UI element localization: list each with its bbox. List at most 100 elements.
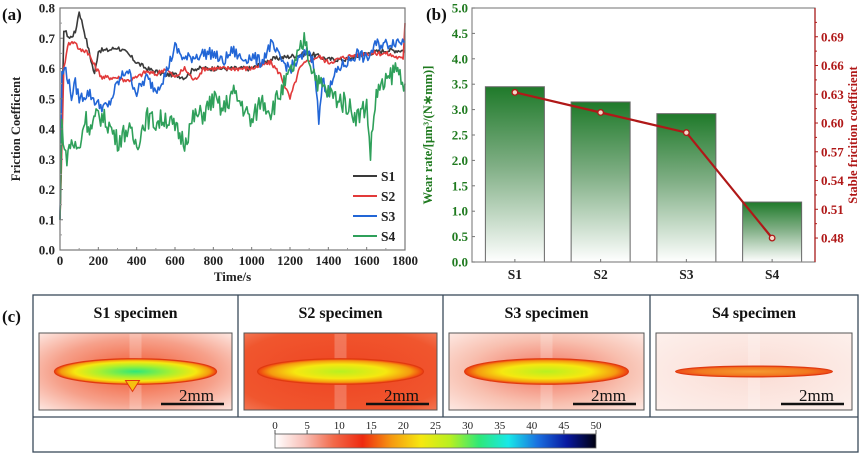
y-axis-label-a: Friction Coefficient: [9, 76, 23, 181]
specimen-cell-4: S4 specimen 2mm: [649, 295, 853, 417]
x-tick-label-b: S4: [765, 267, 780, 282]
y-tick-label-right-b: 0.63: [821, 87, 844, 102]
colorbar: 0 5 10 15 20 25 30 35 40 45 50: [272, 420, 603, 449]
y-tick-label-left-b: 1.0: [452, 204, 468, 219]
x-tick-label-a: 1600: [354, 253, 380, 268]
wear-bar-s4: [742, 201, 803, 263]
legend-a: S1 S2 S3 S4: [353, 169, 396, 244]
y-tick-label-right-b: 0.48: [821, 231, 844, 246]
x-tick-label-a: 0: [57, 253, 64, 268]
y-tick-label-left-b: 1.5: [452, 178, 469, 193]
wear-bar-s1: [484, 86, 545, 263]
specimen-title: S2 specimen: [299, 305, 383, 322]
x-axis-label-a: Time/s: [214, 269, 251, 284]
wear-track: [256, 358, 425, 385]
legend-label-s2: S2: [381, 189, 396, 204]
scale-bar-label: 2mm: [179, 386, 214, 405]
specimen-title: S1 specimen: [94, 305, 178, 322]
specimen-cell-3: S3 specimen 2mm: [442, 295, 645, 417]
y-tick-label-a: 0.8: [39, 1, 56, 16]
panel-label-a: (a): [2, 5, 22, 24]
y-tick-label-left-b: 3.0: [452, 102, 468, 117]
series-line-s3: [59, 38, 406, 220]
panel-b-wear-chart: (b) 0.0 0.5 1.0 1.5 2.0 2.5 3.0 3.5 4.0 4.5 5.0 0.…: [421, 1, 860, 283]
colorbar-gradient: [274, 433, 597, 449]
y-tick-label-right-b: 0.51: [821, 202, 844, 217]
y-tick-label-left-b: 2.0: [452, 153, 468, 168]
friction-point-s2: [597, 109, 605, 116]
y-tick-label-a: 0.2: [39, 182, 55, 197]
x-tick-label-b: S3: [679, 267, 694, 282]
colorbar-tick-label: 30: [462, 420, 474, 432]
y-tick-label-a: 0.5: [39, 91, 56, 106]
scale-bar-label: 2mm: [799, 386, 834, 405]
colorbar-tick-label: 35: [494, 420, 506, 432]
colorbar-tick-label: 15: [366, 420, 378, 432]
series-line-s4: [59, 31, 406, 220]
y-tick-label-left-b: 5.0: [452, 1, 468, 16]
x-tick-label-a: 400: [127, 253, 147, 268]
wear-bar-s2: [570, 101, 631, 263]
colorbar-tick-label: 40: [526, 420, 538, 432]
specimen-cell-1: S1 specimen 2mm: [38, 305, 233, 411]
series-line-s2: [59, 23, 406, 220]
legend-label-s4: S4: [381, 229, 396, 244]
y-tick-label-left-b: 2.5: [452, 128, 469, 143]
friction-line-group: [511, 88, 776, 242]
x-tick-label-a: 1800: [392, 253, 418, 268]
colorbar-tick-label: 45: [558, 420, 570, 432]
colorbar-tick-label: 50: [591, 420, 603, 432]
x-tick-label-a: 1200: [277, 253, 303, 268]
x-tick-label-a: 800: [204, 253, 224, 268]
y-tick-label-a: 0.3: [39, 152, 56, 167]
x-tick-label-a: 1000: [239, 253, 265, 268]
y-tick-label-a: 0.7: [39, 31, 56, 46]
legend-label-s3: S3: [381, 209, 396, 224]
panel-label-b: (b): [426, 5, 447, 24]
scale-bar-label: 2mm: [384, 386, 419, 405]
scale-bar-label: 2mm: [591, 386, 626, 405]
panel-c-frame: [32, 294, 859, 453]
wear-bar-s3: [656, 113, 717, 263]
x-tick-label-b: S2: [593, 267, 608, 282]
specimen-title: S3 specimen: [505, 305, 589, 322]
y-tick-label-a: 0.4: [39, 122, 56, 137]
y-axis-label-right-b: Stable fricition coefficient: [846, 65, 860, 203]
wear-track: [464, 358, 630, 385]
y-tick-label-right-b: 0.54: [821, 173, 844, 188]
y-tick-label-a: 0.1: [39, 212, 55, 227]
y-tick-label-a: 0.6: [39, 61, 56, 76]
colorbar-tick-label: 5: [304, 420, 310, 432]
x-tick-label-b: S1: [508, 267, 523, 282]
y-tick-label-right-b: 0.66: [821, 58, 844, 73]
y-tick-label-right-b: 0.69: [821, 29, 844, 44]
x-tick-label-a: 600: [165, 253, 185, 268]
panel-label-c: (c): [2, 307, 21, 326]
wear-bars-group: [484, 86, 803, 263]
friction-point-s3: [682, 129, 690, 137]
legend-label-s1: S1: [381, 169, 396, 184]
colorbar-tick-label: 10: [334, 420, 346, 432]
y-tick-label-left-b: 4.5: [452, 26, 469, 41]
y-tick-label-left-b: 4.0: [452, 51, 468, 66]
series-line-s1: [59, 11, 406, 220]
y-tick-label-left-b: 0.0: [452, 255, 468, 270]
friction-line: [514, 91, 773, 239]
friction-series-group: [59, 11, 406, 220]
y-tick-label-left-b: 3.5: [452, 77, 469, 92]
colorbar-tick-label: 25: [430, 420, 442, 432]
x-tick-label-a: 200: [89, 253, 109, 268]
wear-track: [674, 365, 833, 378]
y-tick-label-a: 0.0: [39, 243, 55, 258]
y-axis-label-left-b: Wear rate/[μm³/(N∗mm)]: [421, 66, 435, 205]
friction-point-s4: [768, 234, 776, 242]
colorbar-tick-label: 0: [272, 420, 278, 432]
friction-point-s1: [511, 88, 519, 96]
y-tick-label-left-b: 0.5: [452, 229, 469, 244]
y-tick-label-right-b: 0.60: [821, 116, 844, 131]
x-tick-label-a: 1400: [315, 253, 341, 268]
panel-a-friction-chart: (a) 0.0 0.1 0.2 0.3 0.4 0.5 0.6 0.7 0.8 0 200 400 6…: [2, 1, 418, 285]
y-tick-label-right-b: 0.57: [821, 144, 844, 159]
